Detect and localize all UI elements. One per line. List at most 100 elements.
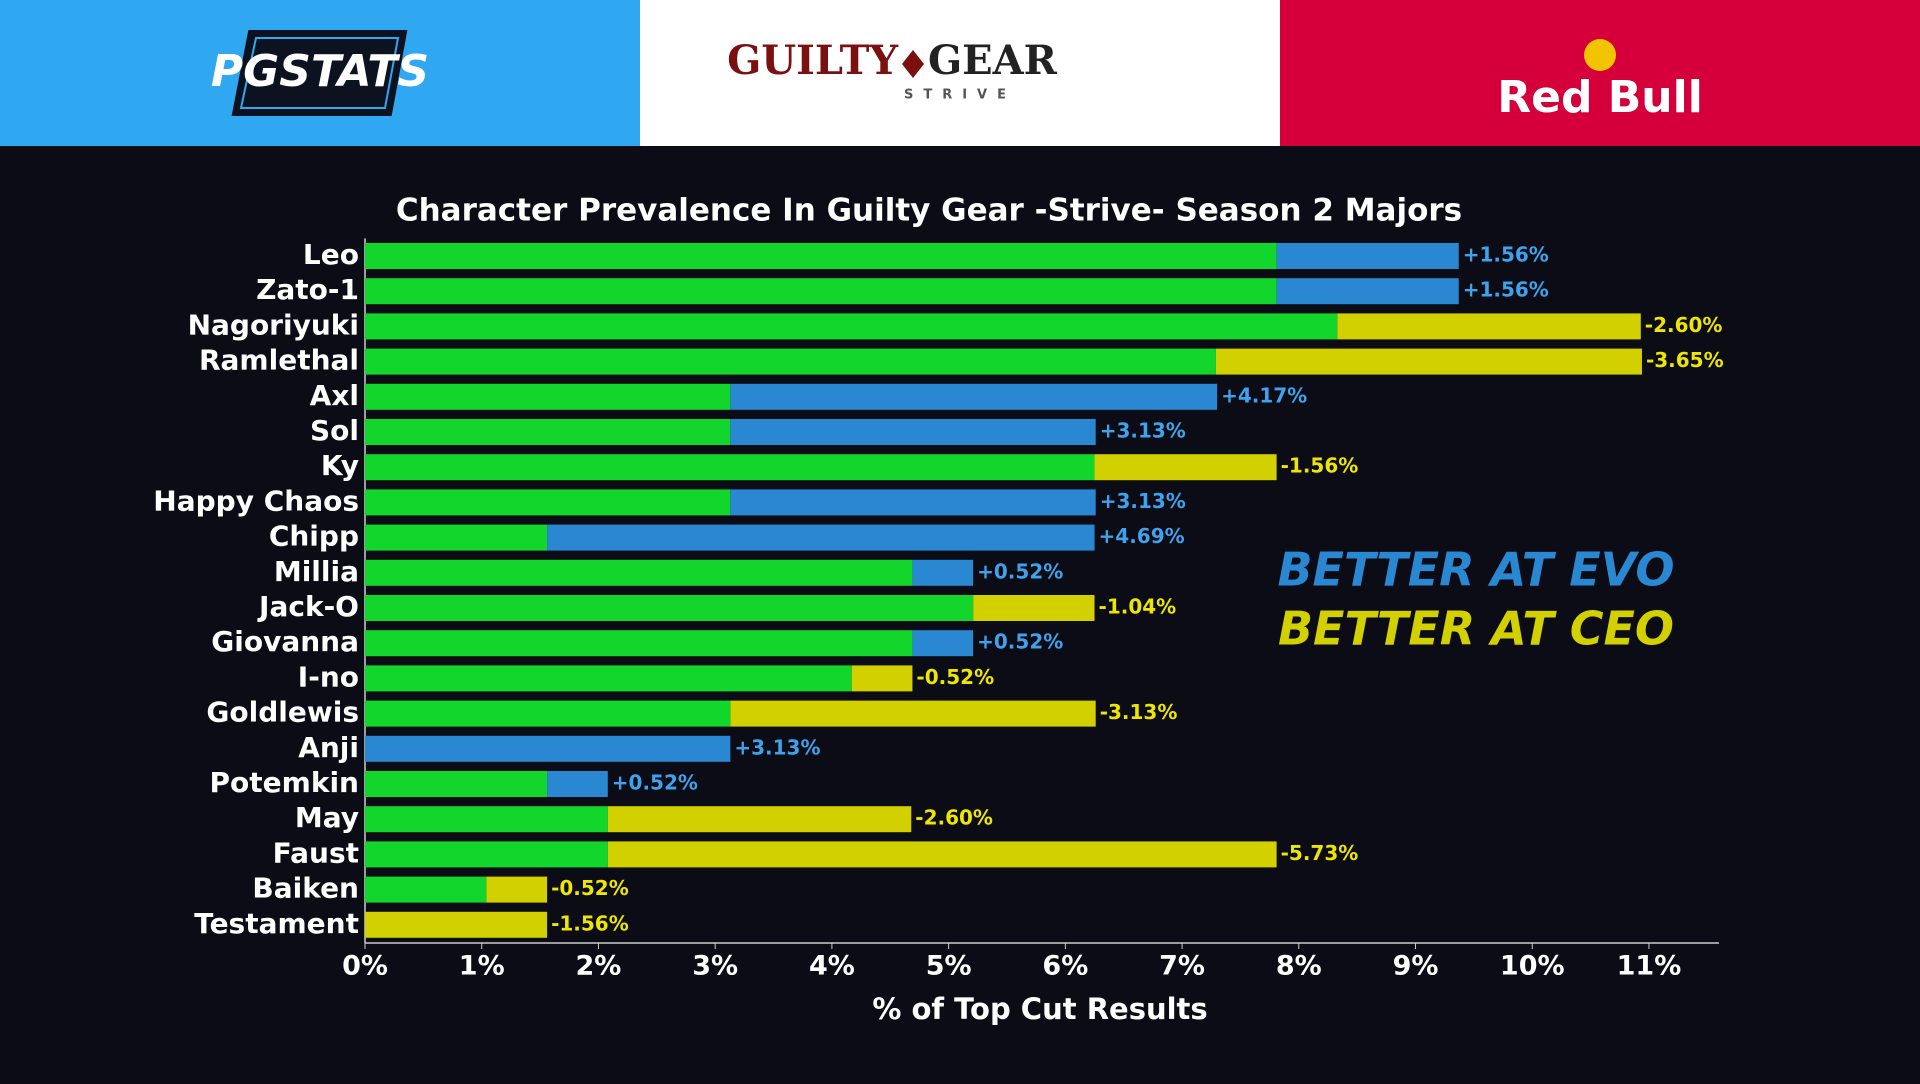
bar-segment [365, 876, 487, 903]
value-label: -0.52% [551, 876, 629, 900]
bar-segment [365, 243, 1277, 269]
logo-word: GUILTY [727, 37, 898, 84]
logo-text: PGSTATS [211, 46, 429, 97]
y-tick-label: Ramlethal [199, 344, 359, 377]
value-label: +0.52% [612, 771, 698, 795]
x-tick-label: 2% [576, 951, 622, 982]
x-tick-label: 10% [1500, 951, 1565, 982]
bar-segment [730, 419, 1096, 445]
bar-segment [365, 630, 913, 657]
logo-subtitle: STRIVE [904, 88, 1016, 103]
bar-segment [365, 419, 731, 445]
value-label: +1.56% [1463, 278, 1549, 302]
x-axis-label: % of Top Cut Results [872, 992, 1207, 1026]
y-tick-label: Axl [310, 379, 359, 412]
value-label: -3.13% [1100, 700, 1178, 724]
y-tick-label: Ky [321, 449, 359, 482]
x-tick-label: 3% [692, 951, 738, 982]
bar-segment [912, 559, 974, 586]
x-tick-label: 1% [459, 951, 505, 982]
logo-diamond [902, 50, 924, 78]
bar-segment [365, 313, 1338, 340]
bar-segment [607, 806, 912, 833]
x-tick-label: 7% [1159, 951, 1205, 982]
legend-evo: BETTER AT EVO [1277, 543, 1674, 597]
bar-segment [730, 700, 1096, 727]
x-tick-label: 9% [1393, 951, 1439, 982]
bar-segment [730, 383, 1218, 410]
logo-box [231, 30, 408, 116]
value-label: -3.65% [1646, 348, 1724, 372]
logo-word: GEAR [928, 37, 1058, 84]
y-tick-label: Nagoriyuki [188, 308, 359, 341]
y-tick-label: Chipp [269, 520, 359, 553]
bar-segment [365, 700, 731, 727]
y-tick-label: Potemkin [210, 766, 359, 799]
value-label: -2.60% [915, 806, 993, 830]
y-tick-label: I-no [298, 660, 359, 693]
value-label: +4.17% [1221, 383, 1307, 407]
bar-segment [365, 383, 731, 410]
y-tick-label: Sol [310, 414, 359, 447]
y-tick-label: Faust [273, 836, 359, 869]
bar-segment [851, 665, 913, 692]
bar-segment [547, 524, 1095, 551]
value-label: +1.56% [1463, 243, 1549, 267]
bar-segment [365, 524, 548, 551]
header-center-panel [640, 0, 1280, 146]
legend-ceo: BETTER AT CEO [1278, 602, 1674, 656]
y-tick-label: Anji [298, 731, 359, 764]
value-label: -1.56% [1281, 454, 1359, 478]
y-tick-label: Leo [303, 238, 359, 271]
value-label: +3.13% [1100, 419, 1186, 443]
x-tick-label: 8% [1276, 951, 1322, 982]
bar-segment [730, 489, 1096, 516]
y-tick-label: Baiken [252, 872, 359, 905]
y-tick-label: Zato-1 [256, 273, 359, 306]
value-label: -0.52% [916, 665, 994, 689]
x-tick-label: 6% [1042, 951, 1088, 982]
logo-text: Red Bull [1497, 72, 1703, 123]
value-label: +3.13% [734, 735, 820, 759]
bar-segment [1276, 243, 1459, 269]
value-label: +0.52% [977, 559, 1063, 583]
y-tick-label: Jack-O [257, 590, 359, 623]
value-label: -1.04% [1099, 595, 1177, 619]
bar-segment [365, 771, 548, 797]
bar-segment [365, 489, 731, 516]
y-tick-label: Goldlewis [206, 696, 359, 729]
y-tick-label: Happy Chaos [153, 484, 359, 517]
x-tick-label: 4% [809, 951, 855, 982]
bar-segment [912, 630, 974, 657]
value-label: -1.56% [551, 911, 629, 935]
bar-segment [365, 806, 608, 833]
x-tick-label: 5% [926, 951, 972, 982]
bar-segment [365, 454, 1095, 481]
x-tick-label: 0% [342, 951, 388, 982]
y-tick-label: Giovanna [211, 625, 359, 658]
bar-segment [365, 559, 913, 586]
y-tick-label: Testament [194, 907, 359, 940]
y-tick-label: Millia [274, 555, 359, 588]
value-label: +0.52% [977, 630, 1063, 654]
x-tick-label: 11% [1617, 951, 1682, 982]
value-label: -5.73% [1281, 841, 1359, 865]
value-label: +4.69% [1099, 524, 1185, 548]
bar-segment [547, 771, 608, 797]
bar-segment [365, 278, 1277, 305]
y-tick-label: May [295, 801, 359, 834]
bar-segment [1094, 454, 1277, 481]
value-label: +3.13% [1100, 489, 1186, 513]
header-right-panel [1280, 0, 1920, 146]
chart-title: Character Prevalence In Guilty Gear -Str… [396, 193, 1462, 229]
bar-segment [1276, 278, 1459, 305]
logo-border [239, 37, 400, 109]
bar-segment [365, 595, 974, 621]
bar-segment [365, 665, 852, 692]
bar-segment [365, 348, 1216, 375]
logo-sun [1584, 39, 1616, 71]
bar-segment [1215, 348, 1642, 375]
value-label: -2.60% [1645, 313, 1723, 337]
